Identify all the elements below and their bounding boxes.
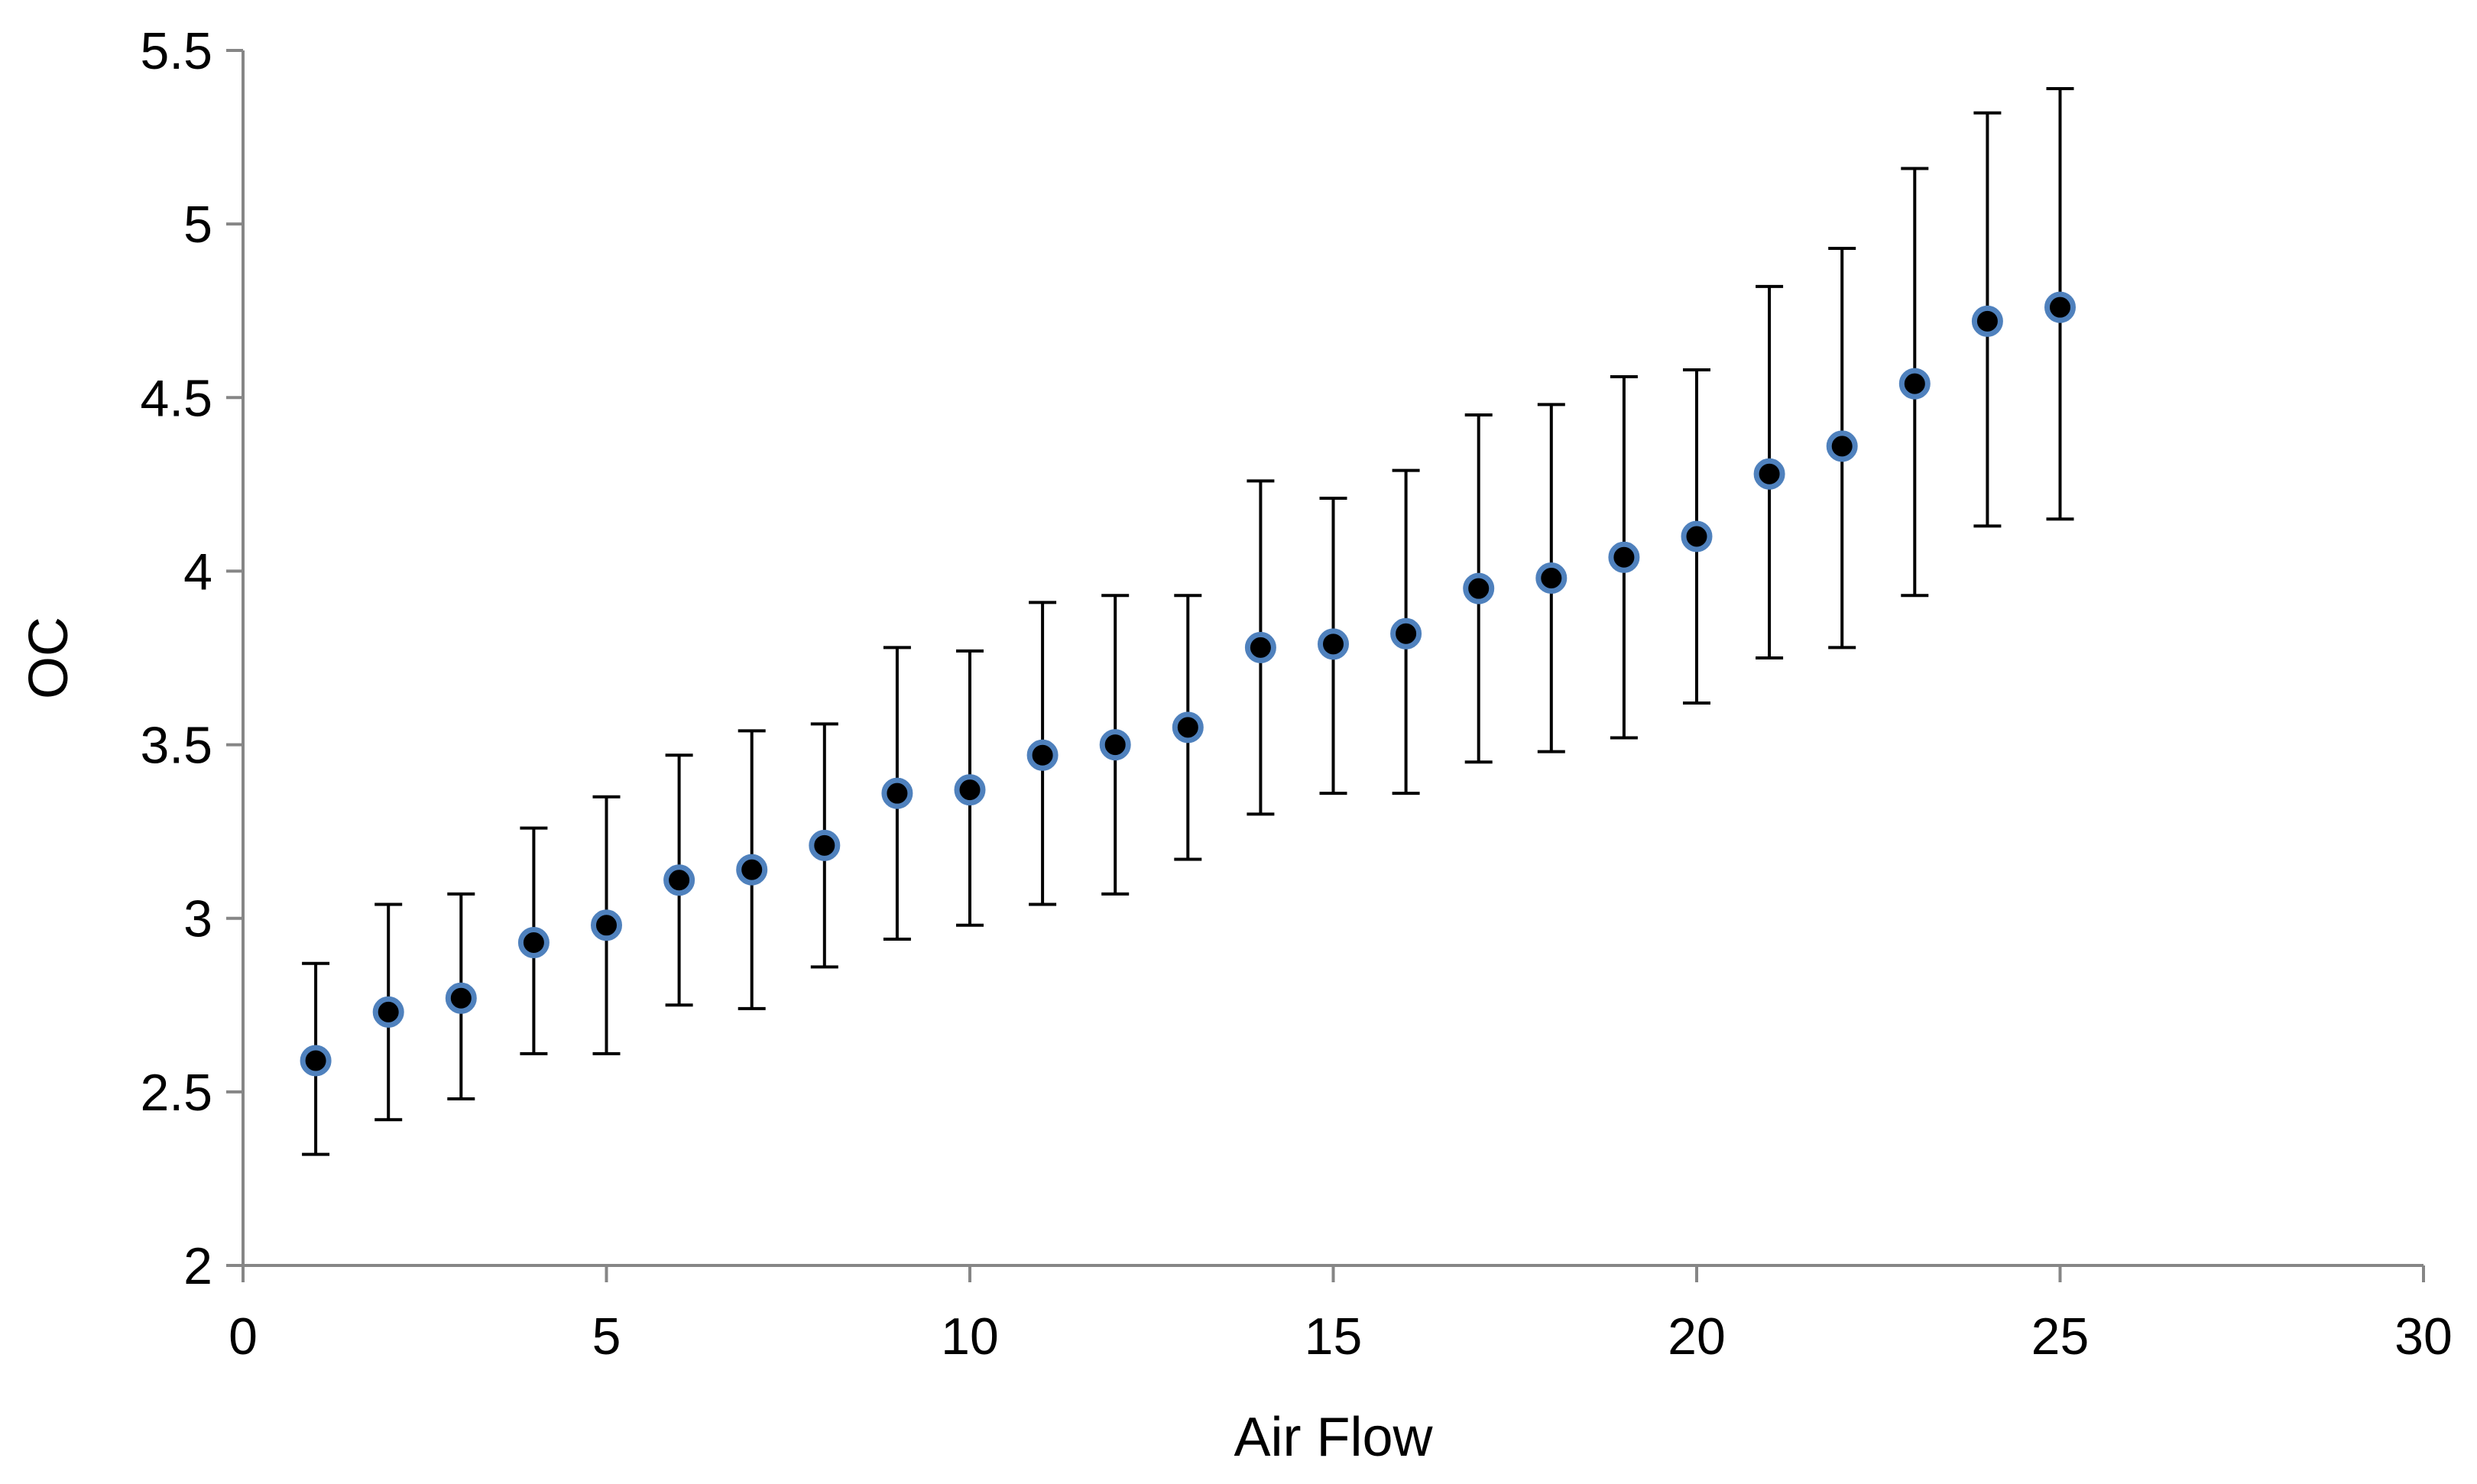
data-point <box>881 777 913 809</box>
data-point <box>1753 458 1785 490</box>
x-tick-label: 20 <box>1668 1307 1726 1366</box>
data-point <box>1681 520 1713 552</box>
data-point <box>1318 628 1349 660</box>
x-tick-label: 15 <box>1305 1307 1363 1366</box>
data-point <box>1244 631 1276 663</box>
error-bars <box>302 86 2074 1156</box>
x-tick-label: 30 <box>2394 1307 2453 1366</box>
data-points <box>300 291 2076 1077</box>
x-tick-label: 10 <box>941 1307 999 1366</box>
data-point <box>445 982 477 1014</box>
data-point <box>1535 562 1568 595</box>
y-tick-label: 4 <box>183 543 212 601</box>
data-point <box>1099 729 1131 761</box>
y-tick-label: 3 <box>183 890 212 948</box>
y-tick-label: 3.5 <box>140 717 212 775</box>
x-tick-label: 25 <box>2031 1307 2090 1366</box>
data-point <box>954 774 986 806</box>
data-point <box>1898 368 1931 400</box>
data-point <box>1026 739 1059 771</box>
x-axis-title: Air Flow <box>1234 1407 1433 1468</box>
y-tick-label: 5.5 <box>140 22 212 80</box>
data-point <box>591 909 622 941</box>
y-axis-title: OC <box>18 617 79 699</box>
y-tick-label: 2 <box>183 1237 212 1295</box>
data-point <box>1390 617 1422 650</box>
data-point <box>372 996 404 1028</box>
data-point <box>1608 541 1640 573</box>
data-point <box>1463 572 1495 604</box>
y-tick-label: 2.5 <box>140 1064 212 1122</box>
data-point <box>809 829 841 861</box>
x-tick-label: 0 <box>229 1307 258 1366</box>
data-point <box>663 864 695 896</box>
y-tick-label: 5 <box>183 196 212 254</box>
x-tick-label: 5 <box>592 1307 621 1366</box>
data-point <box>517 927 550 959</box>
data-point <box>1971 305 2003 337</box>
data-point <box>2044 291 2076 323</box>
data-point <box>300 1045 332 1077</box>
data-point <box>1826 430 1858 462</box>
data-point <box>1172 711 1204 744</box>
axes: 2 2.5 3 3.5 4 4.5 5 5.5 0 5 10 15 20 25 30 <box>140 22 2452 1366</box>
y-tick-label: 4.5 <box>140 369 212 427</box>
data-point <box>736 854 768 886</box>
